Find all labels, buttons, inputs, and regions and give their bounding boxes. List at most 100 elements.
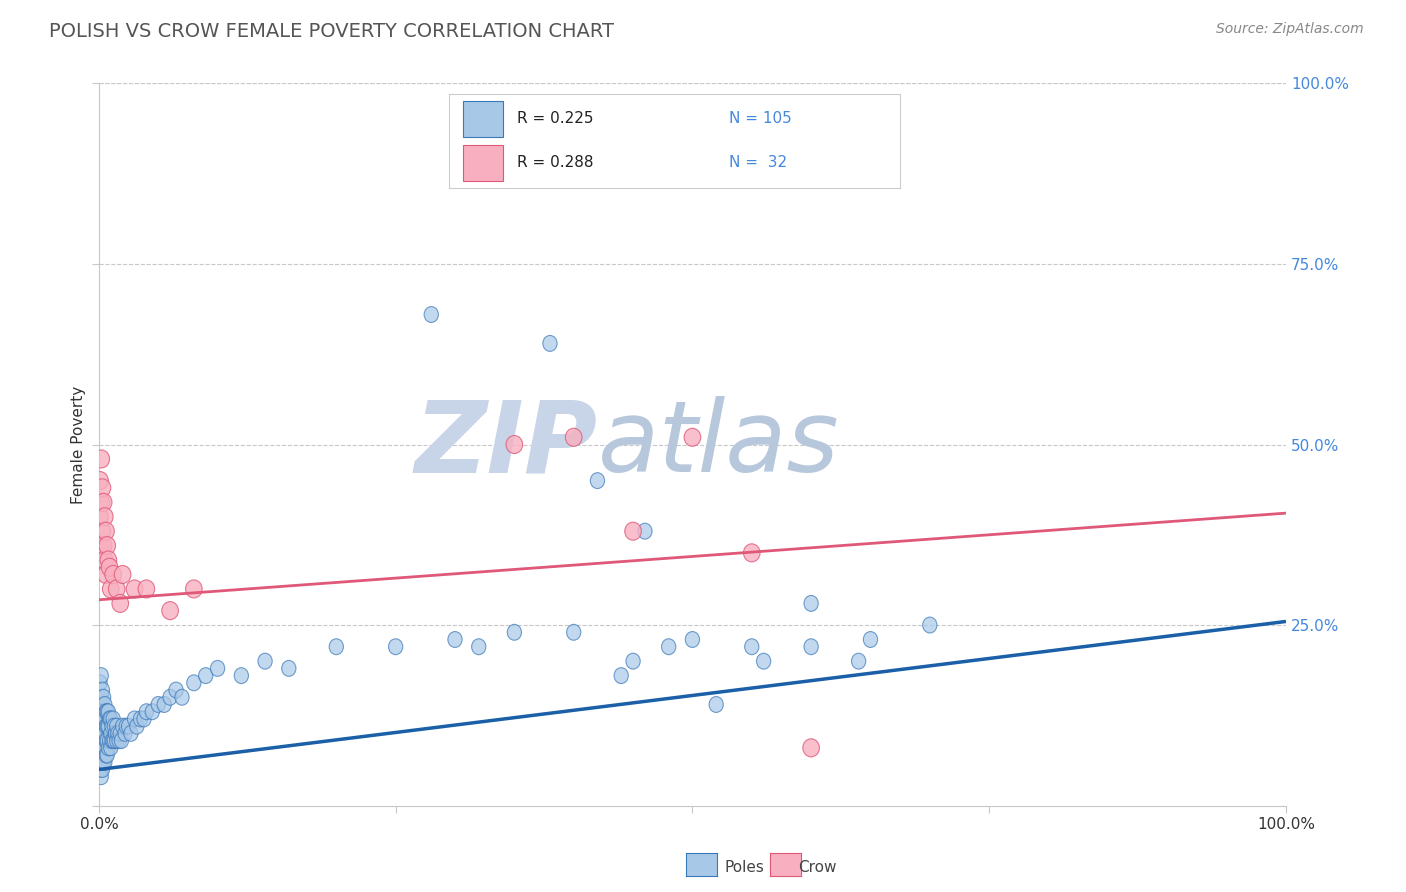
Ellipse shape	[685, 428, 700, 446]
Ellipse shape	[98, 704, 112, 720]
Ellipse shape	[863, 632, 877, 648]
Ellipse shape	[93, 739, 107, 756]
Ellipse shape	[93, 732, 107, 748]
Ellipse shape	[114, 566, 131, 583]
Ellipse shape	[112, 725, 128, 741]
Ellipse shape	[110, 732, 124, 748]
Ellipse shape	[685, 632, 700, 648]
Ellipse shape	[100, 747, 114, 763]
Ellipse shape	[97, 508, 112, 525]
Text: ZIP: ZIP	[415, 396, 598, 493]
Ellipse shape	[96, 493, 112, 511]
Ellipse shape	[97, 755, 112, 770]
Ellipse shape	[107, 732, 121, 748]
Ellipse shape	[567, 624, 581, 640]
Ellipse shape	[329, 639, 343, 655]
Ellipse shape	[803, 739, 820, 756]
Ellipse shape	[114, 732, 128, 748]
Ellipse shape	[93, 755, 107, 770]
Ellipse shape	[187, 675, 201, 690]
Ellipse shape	[115, 718, 129, 734]
Ellipse shape	[96, 704, 110, 720]
Ellipse shape	[97, 739, 111, 756]
Ellipse shape	[118, 725, 132, 741]
Ellipse shape	[94, 769, 108, 785]
Ellipse shape	[97, 522, 114, 541]
Ellipse shape	[105, 732, 121, 748]
Ellipse shape	[94, 690, 108, 706]
Ellipse shape	[98, 747, 112, 763]
Ellipse shape	[108, 725, 122, 741]
Ellipse shape	[91, 508, 108, 525]
Ellipse shape	[145, 704, 159, 720]
Ellipse shape	[107, 718, 121, 734]
Ellipse shape	[97, 725, 112, 741]
Ellipse shape	[93, 450, 110, 468]
Ellipse shape	[169, 682, 183, 698]
Ellipse shape	[100, 732, 114, 748]
Ellipse shape	[162, 601, 179, 620]
Ellipse shape	[136, 711, 150, 727]
Ellipse shape	[756, 653, 770, 669]
Y-axis label: Female Poverty: Female Poverty	[72, 385, 86, 504]
Ellipse shape	[100, 718, 114, 734]
Ellipse shape	[98, 732, 112, 748]
Ellipse shape	[163, 690, 177, 706]
Ellipse shape	[128, 711, 142, 727]
Ellipse shape	[97, 711, 112, 727]
Ellipse shape	[94, 725, 108, 741]
Text: Source: ZipAtlas.com: Source: ZipAtlas.com	[1216, 22, 1364, 37]
Ellipse shape	[565, 428, 582, 446]
Ellipse shape	[745, 639, 759, 655]
Ellipse shape	[111, 725, 125, 741]
Ellipse shape	[626, 653, 640, 669]
Ellipse shape	[744, 544, 761, 562]
Ellipse shape	[425, 307, 439, 323]
Ellipse shape	[94, 668, 108, 683]
Ellipse shape	[96, 755, 110, 770]
Ellipse shape	[104, 725, 118, 741]
Ellipse shape	[94, 479, 111, 497]
Ellipse shape	[97, 711, 111, 727]
Ellipse shape	[100, 704, 114, 720]
Ellipse shape	[101, 704, 115, 720]
Ellipse shape	[97, 690, 111, 706]
Ellipse shape	[105, 711, 121, 727]
Ellipse shape	[124, 725, 138, 741]
Ellipse shape	[96, 682, 110, 698]
Ellipse shape	[94, 739, 108, 756]
Ellipse shape	[709, 697, 723, 713]
Ellipse shape	[139, 704, 153, 720]
Ellipse shape	[388, 639, 402, 655]
Ellipse shape	[281, 660, 295, 676]
Ellipse shape	[94, 704, 108, 720]
Ellipse shape	[97, 755, 111, 770]
Ellipse shape	[93, 493, 110, 511]
Ellipse shape	[93, 718, 107, 734]
Ellipse shape	[508, 162, 522, 178]
Ellipse shape	[112, 732, 127, 748]
Ellipse shape	[638, 524, 652, 539]
Ellipse shape	[104, 739, 118, 756]
Ellipse shape	[624, 522, 641, 541]
Ellipse shape	[150, 697, 166, 713]
Ellipse shape	[105, 566, 121, 583]
Ellipse shape	[804, 639, 818, 655]
Ellipse shape	[94, 522, 111, 541]
Ellipse shape	[101, 739, 115, 756]
Ellipse shape	[662, 639, 676, 655]
Ellipse shape	[94, 747, 108, 763]
Ellipse shape	[91, 472, 108, 490]
Ellipse shape	[174, 690, 188, 706]
Text: Crow: Crow	[799, 860, 837, 874]
Ellipse shape	[98, 718, 112, 734]
Ellipse shape	[101, 718, 115, 734]
Ellipse shape	[129, 718, 143, 734]
Ellipse shape	[614, 668, 628, 683]
Ellipse shape	[127, 580, 143, 598]
Ellipse shape	[103, 580, 120, 598]
Ellipse shape	[211, 660, 225, 676]
Ellipse shape	[103, 732, 117, 748]
Ellipse shape	[121, 718, 135, 734]
Ellipse shape	[235, 668, 249, 683]
